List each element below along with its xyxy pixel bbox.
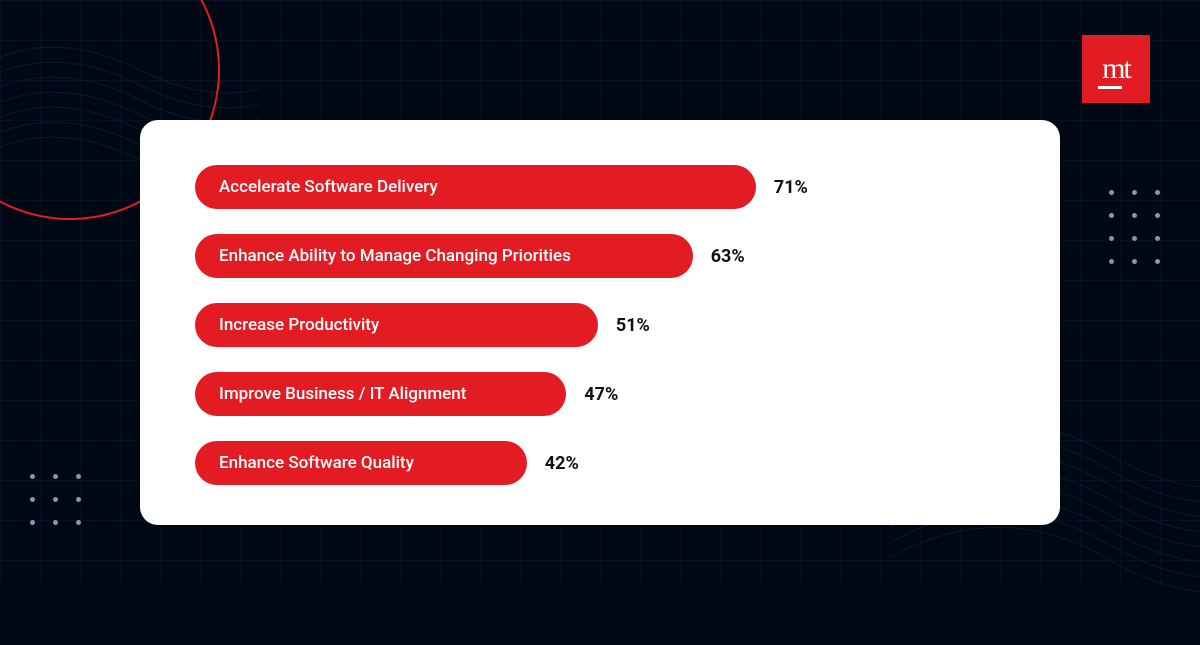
bar: Improve Business / IT Alignment [195,372,566,416]
bar: Accelerate Software Delivery [195,165,756,209]
brand-logo: mt [1082,35,1150,103]
bar-value: 71% [774,177,808,198]
bar-label: Accelerate Software Delivery [219,177,438,197]
brand-logo-text: mt [1102,52,1130,86]
bar-label: Enhance Ability to Manage Changing Prior… [219,246,571,266]
bar: Increase Productivity [195,303,598,347]
bar-value: 63% [711,246,745,267]
decorative-dots-right [1109,190,1160,264]
bar-value: 42% [545,453,579,474]
bar-value: 51% [616,315,650,336]
chart-card: Accelerate Software Delivery 71% Enhance A… [140,120,1060,525]
bar: Enhance Ability to Manage Changing Prior… [195,234,693,278]
bar-row: Accelerate Software Delivery 71% [195,165,1005,209]
decorative-dots-left [30,474,81,525]
bar-label: Improve Business / IT Alignment [219,384,466,404]
brand-logo-underline [1098,86,1122,89]
bar-value: 47% [584,384,618,405]
bar-row: Improve Business / IT Alignment 47% [195,372,1005,416]
bar-label: Enhance Software Quality [219,453,414,473]
bar-row: Enhance Ability to Manage Changing Prior… [195,234,1005,278]
bar-row: Enhance Software Quality 42% [195,441,1005,485]
bar-chart: Accelerate Software Delivery 71% Enhance A… [195,165,1005,485]
bar: Enhance Software Quality [195,441,527,485]
bar-label: Increase Productivity [219,315,379,335]
bar-row: Increase Productivity 51% [195,303,1005,347]
